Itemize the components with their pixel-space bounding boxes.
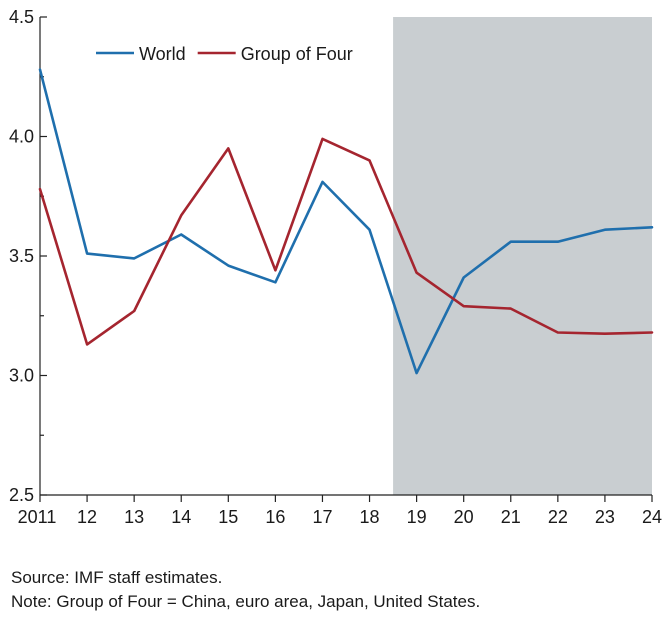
x-tick-label: 20 — [454, 507, 474, 527]
chart-notes: Source: IMF staff estimates. Note: Group… — [11, 566, 661, 614]
y-tick-label: 3.0 — [9, 366, 34, 386]
x-tick-label: 21 — [501, 507, 521, 527]
x-tick-label: 2011 — [18, 507, 57, 527]
projection-shading-layer — [393, 17, 652, 495]
x-tick-label: 22 — [548, 507, 568, 527]
group-note: Note: Group of Four = China, euro area, … — [11, 592, 481, 611]
x-tick-label: 17 — [312, 507, 332, 527]
line-chart: 2.5 3.0 3.5 4.0 4.5 2011 12 13 14 15 16 17 18 19 20 21 2… — [9, 7, 662, 527]
series-lines-layer — [38, 68, 654, 375]
x-tick-label: 12 — [77, 507, 97, 527]
x-tick-label: 14 — [171, 507, 191, 527]
x-tick-label: 15 — [218, 507, 238, 527]
y-tick-label: 4.0 — [9, 127, 34, 147]
projection-shaded-region — [393, 17, 652, 495]
x-tick-label: 16 — [265, 507, 285, 527]
y-tick-label: 3.5 — [9, 246, 34, 266]
x-tick-label: 13 — [124, 507, 144, 527]
x-tick-label: 23 — [595, 507, 615, 527]
y-tick-label: 4.5 — [9, 7, 34, 27]
legend-label-group-of-four: Group of Four — [241, 44, 353, 64]
y-tick-label: 2.5 — [9, 485, 34, 505]
legend: World Group of Four — [96, 44, 353, 64]
source-note: Source: IMF staff estimates. — [11, 568, 223, 587]
x-tick-label: 18 — [360, 507, 380, 527]
legend-label-world: World — [139, 44, 186, 64]
x-tick-label: 19 — [407, 507, 427, 527]
x-tick-label: 24 — [642, 507, 662, 527]
axes-layer: 2.5 3.0 3.5 4.0 4.5 2011 12 13 14 15 16 17 18 19 20 21 2… — [9, 7, 662, 527]
series-line-world — [38, 68, 654, 375]
series-line-group-of-four — [38, 137, 654, 346]
